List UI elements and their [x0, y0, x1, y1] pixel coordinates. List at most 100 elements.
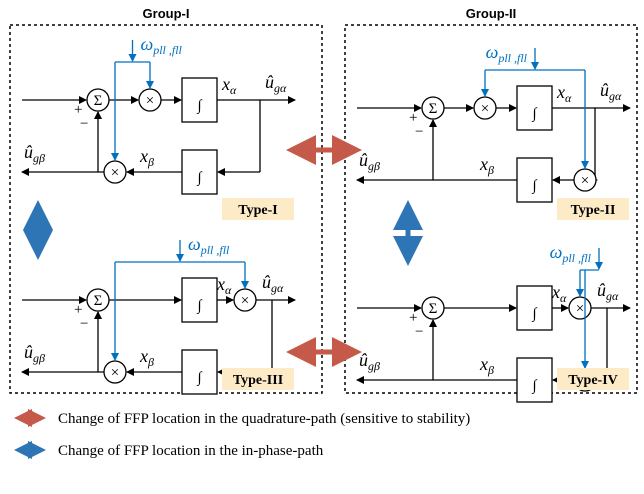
signal-subscript: α [230, 83, 237, 97]
type-label-box [222, 198, 294, 220]
signal-symbol: x [556, 82, 565, 102]
signal-subscript: gα [606, 289, 619, 303]
signal-label: ûgα [600, 80, 622, 103]
signal-subscript: gβ [33, 151, 45, 165]
integral-symbol: ∫ [531, 306, 538, 322]
signal-symbol: ω [141, 34, 154, 54]
signal-label: ûgβ [24, 342, 45, 365]
multiply-symbol: × [576, 301, 584, 317]
signal-symbol: û [24, 142, 33, 162]
plus-sign: + [409, 110, 417, 126]
signal-subscript: pll ,fll [200, 243, 230, 257]
group-title: Group-I [143, 6, 190, 21]
signal-subscript: gβ [33, 351, 45, 365]
signal-symbol: x [139, 346, 148, 366]
sum-symbol: Σ [94, 93, 103, 109]
signal-label: ûgβ [359, 150, 380, 173]
signal-subscript: gα [271, 281, 284, 295]
type-label: Type-IV [568, 373, 618, 388]
signal-symbol: û [600, 80, 609, 100]
signal-symbol: û [24, 342, 33, 362]
signal-subscript: β [147, 155, 154, 169]
sum-symbol: Σ [429, 101, 438, 117]
signal-label: ωpll ,fll [188, 234, 230, 257]
signal-subscript: gα [609, 89, 622, 103]
signal-symbol: û [262, 272, 271, 292]
signal-label: ûgα [262, 272, 284, 295]
type-label: Type-III [233, 373, 283, 388]
signal-label: ûgβ [359, 350, 380, 373]
sum-symbol: Σ [429, 301, 438, 317]
signal-label: xα [216, 274, 232, 297]
signal-symbol: û [265, 72, 274, 92]
signal-label: ûgβ [24, 142, 45, 165]
signal-symbol: x [551, 282, 560, 302]
signal-symbol: û [597, 280, 606, 300]
signal-subscript: α [565, 91, 572, 105]
signal-symbol: x [216, 274, 225, 294]
plus-sign: + [74, 302, 82, 318]
group-title: Group-II [466, 6, 517, 21]
type-label-box [222, 368, 294, 390]
signal-subscript: β [487, 363, 494, 377]
integrator [181, 77, 218, 123]
signal-label: ωpll ,fll [486, 42, 528, 65]
integral-symbol: ∫ [531, 178, 538, 194]
legend-text: Change of FFP location in the in-phase-p… [58, 443, 324, 459]
signal-label: xβ [479, 154, 494, 177]
group-box [9, 24, 323, 394]
integral-symbol: ∫ [196, 370, 203, 386]
signal-symbol: x [479, 354, 488, 374]
signal-label: xβ [479, 354, 494, 377]
signal-subscript: gα [274, 81, 287, 95]
signal-label: ûgα [597, 280, 619, 303]
signal-subscript: pll ,fll [561, 251, 591, 265]
multiply-symbol: × [146, 93, 154, 109]
signal-symbol: ω [188, 234, 201, 254]
signal-subscript: gβ [368, 359, 380, 373]
signal-label: xβ [139, 346, 154, 369]
type-label-box [557, 368, 629, 390]
signal-label: xα [221, 74, 237, 97]
integral-symbol: ∫ [196, 170, 203, 186]
minus-sign: − [415, 324, 423, 340]
signal-subscript: α [560, 291, 567, 305]
type-label: Type-II [571, 203, 616, 218]
integral-symbol: ∫ [531, 106, 538, 122]
multiply-symbol: × [111, 365, 119, 381]
signal-label: ωpll ,fll [550, 242, 592, 265]
integrator [181, 277, 218, 323]
signal-symbol: x [479, 154, 488, 174]
signal-label: xα [556, 82, 572, 105]
multiply-symbol: × [241, 293, 249, 309]
legend-text: Change of FFP location in the quadrature… [58, 411, 470, 427]
minus-sign: − [415, 124, 423, 140]
type-label-box [557, 198, 629, 220]
signal-subscript: α [225, 283, 232, 297]
sum-symbol: Σ [94, 293, 103, 309]
multiply-symbol: × [581, 173, 589, 189]
signal-subscript: β [147, 355, 154, 369]
signal-label: ωpll ,fll [141, 34, 183, 57]
signal-symbol: x [139, 146, 148, 166]
integrator [516, 285, 553, 331]
minus-sign: − [80, 116, 88, 132]
signal-subscript: gβ [368, 159, 380, 173]
signal-subscript: β [487, 163, 494, 177]
signal-symbol: ω [550, 242, 563, 262]
integral-symbol: ∫ [196, 98, 203, 114]
minus-sign: − [80, 316, 88, 332]
integral-symbol: ∫ [531, 378, 538, 394]
multiply-symbol: × [481, 101, 489, 117]
multiply-symbol: × [111, 165, 119, 181]
signal-symbol: û [359, 150, 368, 170]
signal-label: xβ [139, 146, 154, 169]
signal-symbol: û [359, 350, 368, 370]
signal-label: xα [551, 282, 567, 305]
plus-sign: + [409, 310, 417, 326]
